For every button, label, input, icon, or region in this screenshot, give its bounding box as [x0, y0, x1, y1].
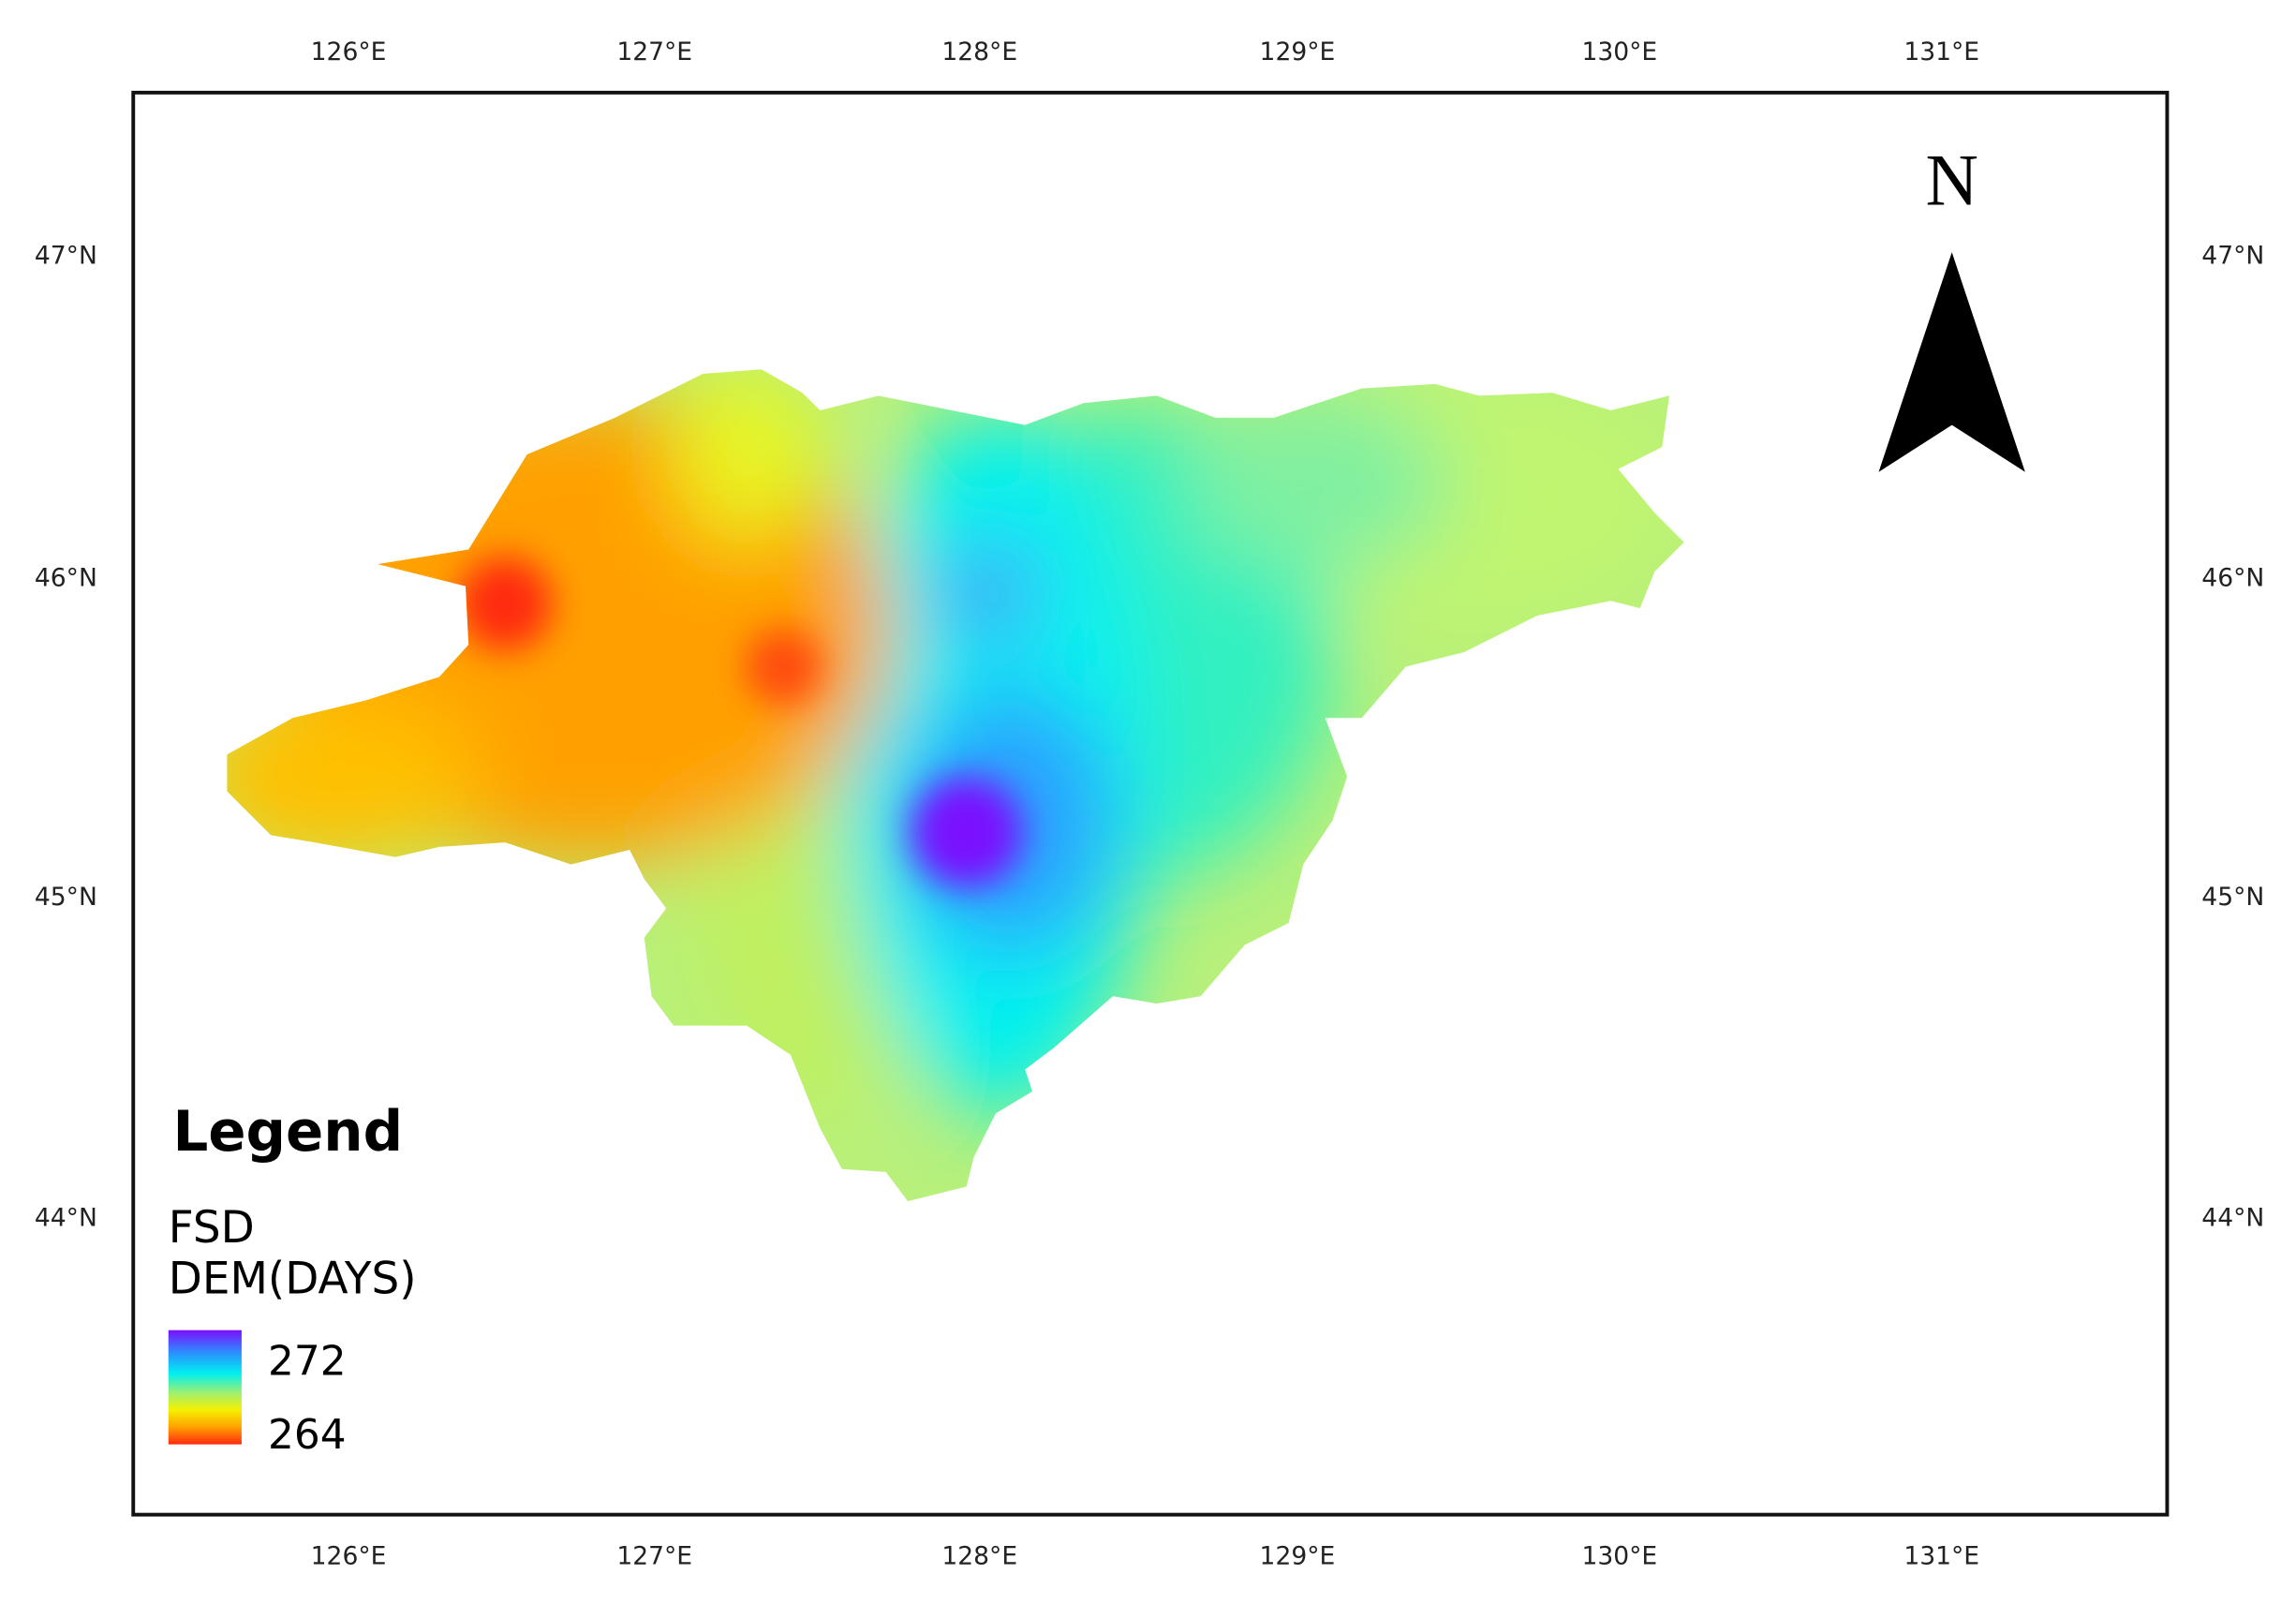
legend-field: DEM(DAYS) — [169, 1254, 417, 1305]
lat-tick-label: 46°N — [2201, 563, 2264, 592]
lat-tick-label: 44°N — [2201, 1203, 2264, 1232]
north-arrow — [1878, 252, 2025, 472]
lat-tick-label: 46°N — [35, 563, 97, 592]
lon-tick-label: 128°E — [941, 37, 1017, 67]
lon-tick-label: 126°E — [311, 1541, 387, 1570]
lon-tick-label: 127°E — [616, 1541, 692, 1570]
legend-title: Legend — [172, 1100, 403, 1165]
lon-tick-label: 129°E — [1260, 1541, 1336, 1570]
lon-tick-label: 130°E — [1581, 37, 1657, 67]
lat-tick-label: 47°N — [35, 241, 97, 270]
lat-tick-label: 45°N — [35, 883, 97, 912]
lon-tick-label: 131°E — [1903, 37, 1979, 67]
north-label: N — [1925, 139, 1978, 220]
lon-tick-label: 127°E — [616, 37, 692, 67]
lat-tick-label: 47°N — [2201, 241, 2264, 270]
lon-tick-label: 128°E — [941, 1541, 1017, 1570]
lon-tick-label: 126°E — [311, 37, 387, 67]
legend-low: 264 — [268, 1411, 347, 1459]
lat-tick-label: 44°N — [35, 1203, 97, 1232]
legend-ramp — [168, 1329, 242, 1445]
lon-tick-label: 130°E — [1581, 1541, 1657, 1570]
lat-tick-label: 45°N — [2201, 883, 2264, 912]
legend-layer: FSD — [169, 1202, 255, 1254]
legend-high: 272 — [268, 1338, 347, 1386]
lon-tick-label: 131°E — [1903, 1541, 1979, 1570]
lon-tick-label: 129°E — [1260, 37, 1336, 67]
